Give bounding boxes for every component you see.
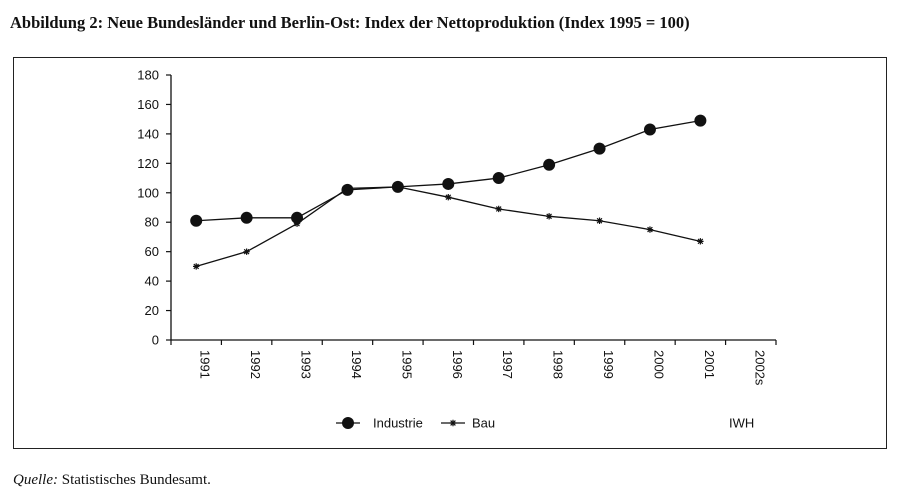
source-label: Quelle: xyxy=(13,472,58,488)
x-tick-label: 2000 xyxy=(651,350,666,379)
data-point-bau xyxy=(193,263,200,270)
y-tick-label: 0 xyxy=(152,333,159,348)
legend-marker-bau xyxy=(449,419,457,427)
legend-label-bau: Bau xyxy=(472,416,495,431)
data-point-industrie xyxy=(694,114,707,127)
iwh-label: IWH xyxy=(729,416,754,431)
x-tick-label: 1994 xyxy=(349,350,364,379)
x-tick-label: 1992 xyxy=(248,350,263,379)
data-point-bau xyxy=(293,220,301,227)
legend-label-industrie: Industrie xyxy=(373,416,423,431)
data-point-industrie xyxy=(643,123,656,136)
source-note: Quelle: Statistisches Bundesamt. xyxy=(13,472,211,489)
data-point-bau xyxy=(495,205,502,213)
source-text: Statistisches Bundesamt. xyxy=(61,472,211,488)
y-tick-label: 160 xyxy=(137,97,159,112)
legend-marker-industrie xyxy=(342,417,354,429)
data-point-bau xyxy=(646,226,654,233)
data-point-industrie xyxy=(240,211,253,224)
x-tick-label: 2002s xyxy=(752,350,767,386)
data-point-bau xyxy=(394,183,402,191)
x-tick-label: 1995 xyxy=(399,350,414,379)
data-point-bau xyxy=(344,185,351,192)
data-point-bau xyxy=(243,248,250,255)
x-tick-label: 1996 xyxy=(450,350,465,379)
y-tick-label: 120 xyxy=(137,156,159,171)
data-point-bau xyxy=(545,213,553,220)
data-point-industrie xyxy=(492,172,505,185)
y-tick-label: 140 xyxy=(137,126,159,141)
series-line-industrie xyxy=(196,119,701,222)
y-tick-label: 20 xyxy=(145,303,159,318)
x-tick-label: 1998 xyxy=(551,350,566,379)
data-point-industrie xyxy=(543,158,556,171)
data-point-bau xyxy=(596,217,603,224)
y-tick-label: 100 xyxy=(137,185,159,200)
y-tick-label: 180 xyxy=(137,68,159,83)
x-tick-label: 1993 xyxy=(299,350,314,379)
data-point-industrie xyxy=(593,142,606,155)
y-tick-label: 80 xyxy=(145,215,159,230)
x-tick-label: 1997 xyxy=(500,350,515,379)
chart-title: Abbildung 2: Neue Bundesländer und Berli… xyxy=(10,13,690,32)
data-point-industrie xyxy=(442,177,455,190)
x-tick-label: 1999 xyxy=(601,350,616,379)
x-tick-label: 1991 xyxy=(198,350,213,379)
data-point-bau xyxy=(445,193,452,201)
data-point-industrie xyxy=(190,214,203,227)
data-point-bau xyxy=(697,238,704,245)
x-tick-label: 2001 xyxy=(702,350,717,379)
chart-frame xyxy=(13,57,887,449)
y-tick-label: 60 xyxy=(145,244,159,259)
y-tick-label: 40 xyxy=(145,274,159,289)
